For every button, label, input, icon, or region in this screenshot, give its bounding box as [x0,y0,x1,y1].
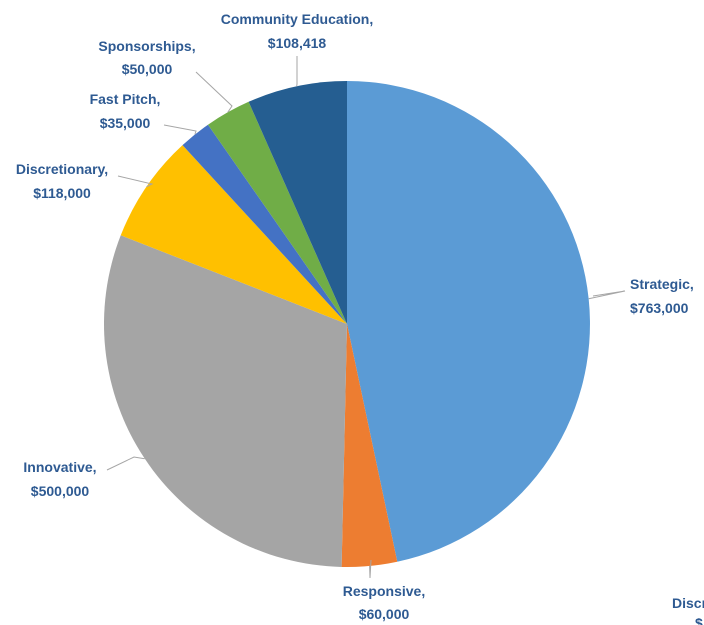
leader-line-responsive [369,559,372,579]
label-sponsorships-name: Sponsorships, [98,38,195,54]
label-fast-pitch-name: Fast Pitch, [90,91,161,107]
partial-label-discretionary-value: $ [695,615,703,625]
label-innovative-value: $500,000 [31,483,90,499]
label-strategic-name: Strategic, [630,276,694,292]
pie-slice-fast-pitch [182,124,347,324]
pie-slice-discretionary [120,145,347,324]
label-community-education-value: $108,418 [268,35,327,51]
label-responsive-name: Responsive, [343,583,425,599]
label-innovative-name: Innovative, [23,459,96,475]
pie-slice-strategic [347,81,590,562]
label-fast-pitch-value: $35,000 [100,115,151,131]
leader-line-strategic [588,290,626,300]
label-community-education-name: Community Education, [221,11,373,27]
partial-label-discretionary: Discr [672,595,704,611]
pie-slice-innovative [103,235,348,567]
pie-slice-sponsorships [207,101,347,324]
leader-line-discretionary [117,175,154,188]
pie-slice-community-education [248,81,347,324]
label-strategic-value: $763,000 [630,300,689,316]
leader-line-sponsorships [195,71,233,113]
label-discretionary-value: $118,000 [33,185,91,201]
leader-line-innovative [106,456,145,471]
label-responsive-value: $60,000 [359,606,410,622]
label-sponsorships-value: $50,000 [122,61,173,77]
pie-slices [103,81,590,567]
label-discretionary-name: Discretionary, [16,161,108,177]
leader-lines [106,56,626,579]
leader-line-fast-pitch [163,124,197,135]
pie-slice-responsive [341,324,398,567]
